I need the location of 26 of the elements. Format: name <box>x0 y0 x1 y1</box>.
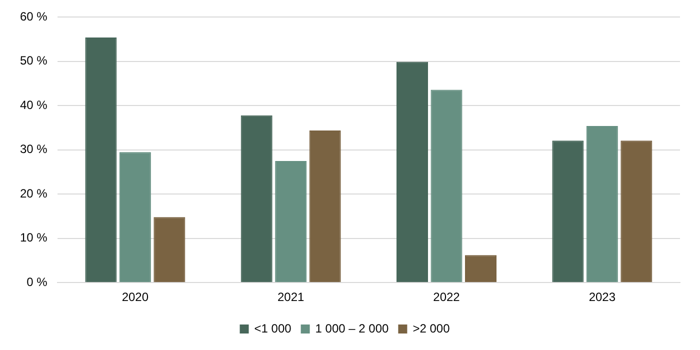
bar <box>620 140 652 282</box>
bar <box>309 130 341 282</box>
bar <box>119 152 151 282</box>
bar <box>465 255 497 282</box>
bar <box>430 90 462 282</box>
y-tick-label: 40 % <box>20 98 48 112</box>
y-tick-label: 0 % <box>26 274 48 289</box>
y-tick-label: 50 % <box>20 54 48 68</box>
x-tick-label: 2022 <box>433 290 460 304</box>
legend-label: <1 000 <box>254 321 292 336</box>
bar <box>240 115 272 282</box>
bar <box>154 217 186 282</box>
bar <box>275 160 307 282</box>
y-tick-label: 30 % <box>20 142 48 156</box>
y-tick-label: 60 % <box>20 10 48 24</box>
y-tick-label: 10 % <box>20 230 48 245</box>
x-tick-label: 2020 <box>122 290 149 304</box>
bar <box>396 62 428 282</box>
y-tick-label: 20 % <box>20 186 48 200</box>
bar <box>552 140 584 282</box>
x-tick-label: 2021 <box>277 290 305 304</box>
legend-label: 1 000 – 2 000 <box>315 321 390 336</box>
bar <box>586 126 618 282</box>
legend-label: >2 000 <box>412 321 450 336</box>
bar <box>85 38 117 282</box>
x-tick-label: 2023 <box>588 290 616 304</box>
